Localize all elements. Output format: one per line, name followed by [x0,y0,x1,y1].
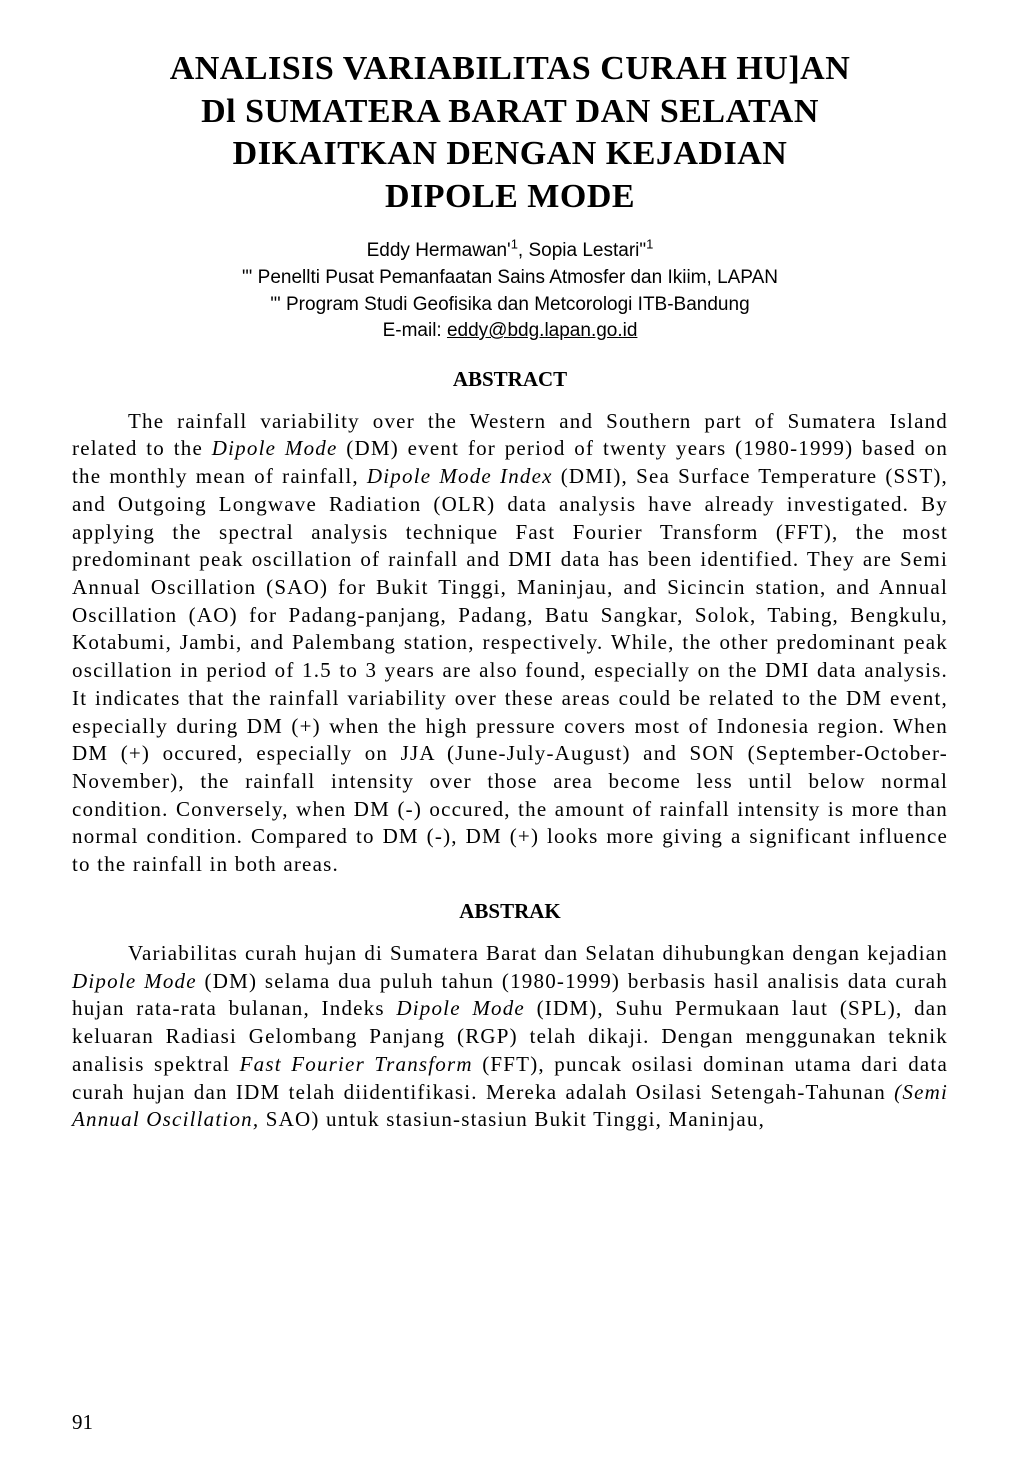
abstrak-paragraph: Variabilitas curah hujan di Sumatera Bar… [72,940,948,1134]
affiliation-1: "' Penellti Pusat Pemanfaatan Sains Atmo… [242,267,778,288]
abstract-paragraph: The rainfall variability over the Wester… [72,408,948,879]
author-line-1: Eddy Hermawan'1, Sopia Lestari"1 [367,240,654,261]
title-line-4: DIPOLE MODE [385,178,635,215]
email-line: E-mail: eddy@bdg.lapan.go.id [383,320,638,341]
abstrak-heading: ABSTRAK [72,899,948,924]
abstract-heading: ABSTRACT [72,367,948,392]
title-line-3: DIKAITKAN DENGAN KEJADIAN [233,135,788,172]
page-number: 91 [72,1410,93,1435]
authors-block: Eddy Hermawan'1, Sopia Lestari"1 "' Pene… [72,236,948,345]
affiliation-2: "' Program Studi Geofisika dan Metcorolo… [270,294,749,315]
title-line-1: ANALISIS VARIABILITAS CURAH HU]AN [170,50,851,87]
email-link[interactable]: eddy@bdg.lapan.go.id [447,320,637,341]
paper-title: ANALISIS VARIABILITAS CURAH HU]AN Dl SUM… [72,48,948,218]
title-line-2: Dl SUMATERA BARAT DAN SELATAN [201,93,819,130]
